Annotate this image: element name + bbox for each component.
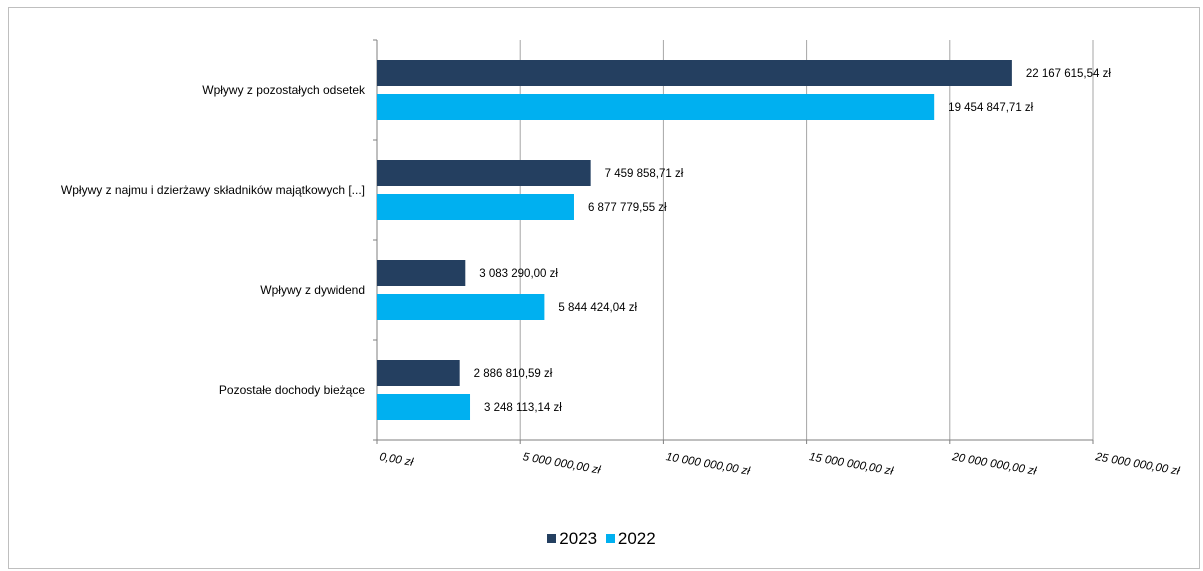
x-tick-label: 20 000 000,00 zł [950, 451, 1037, 478]
bar-chart: 0,00 zł 5 000 000,00 zł 10 000 000,00 zł 15… [61, 39, 1181, 478]
data-label-2022: 6 877 779,55 zł [588, 202, 667, 214]
data-label-2022: 3 248 113,14 zł [484, 402, 562, 414]
data-label-2023: 3 083 290,00 zł [479, 268, 558, 280]
x-tick-label: 15 000 000,00 zł [808, 451, 894, 478]
data-label-2022: 5 844 424,04 zł [558, 302, 637, 314]
legend-swatch-2022 [605, 534, 615, 543]
data-label-2023: 2 886 810,59 zł [474, 368, 553, 380]
data-label-2023: 7 459 858,71 zł [605, 168, 684, 180]
category-label: Wpływy z najmu i dzierżawy składników ma… [61, 183, 365, 197]
x-tick-label: 25 000 000,00 zł [1093, 451, 1180, 478]
legend-swatch-2023 [547, 534, 557, 543]
bar-2022 [377, 294, 545, 320]
legend: 2023 2022 [0, 528, 1203, 549]
data-label-2023: 22 167 615,54 zł [1026, 68, 1111, 80]
x-tick-label: 0,00 zł [378, 451, 414, 469]
bar-2022 [377, 194, 574, 220]
bar-2023 [377, 360, 460, 386]
legend-item-2023: 2023 [547, 529, 597, 549]
bar-2023 [377, 160, 591, 186]
bar-2022 [377, 94, 935, 120]
x-tick-label: 5 000 000,00 zł [522, 451, 602, 477]
category-label: Wpływy z pozostałych odsetek [202, 83, 366, 97]
category-label: Wpływy z dywidend [260, 283, 365, 297]
bar-2023 [377, 60, 1012, 86]
legend-label-2023: 2023 [559, 528, 598, 548]
x-tick-label: 10 000 000,00 zł [665, 451, 751, 478]
bar-2022 [377, 394, 471, 420]
bar-2023 [377, 260, 466, 286]
legend-item-2022: 2022 [605, 528, 656, 549]
category-label: Pozostałe dochody bieżące [219, 383, 365, 397]
data-label-2022: 19 454 847,71 zł [948, 102, 1033, 114]
legend-label-2022: 2022 [617, 528, 656, 548]
